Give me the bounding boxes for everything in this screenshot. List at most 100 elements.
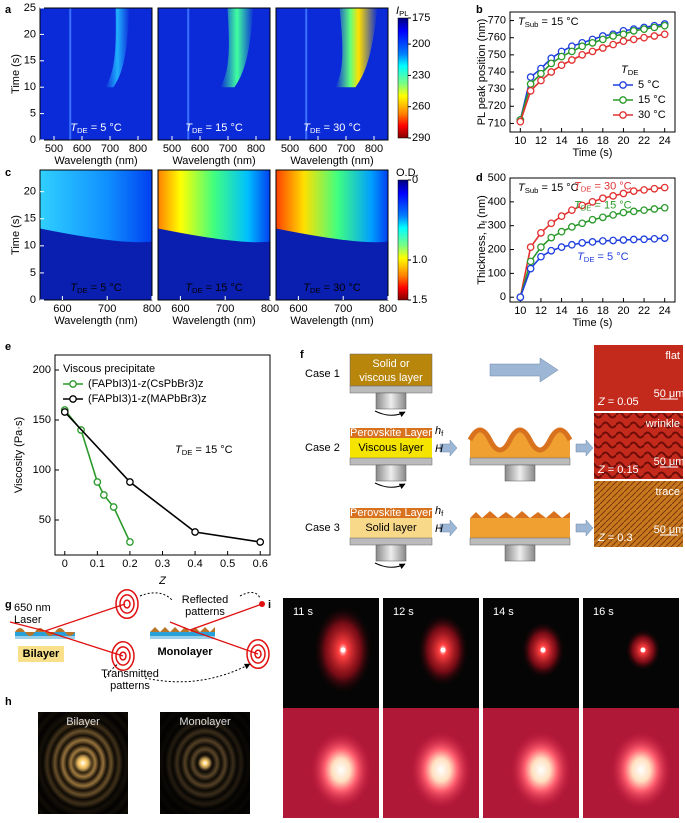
layer-label: Perovskite Layer xyxy=(350,427,432,439)
x-tick-label: 500 xyxy=(281,143,299,155)
condition-label: TDE = 5 °C xyxy=(70,282,122,295)
y-axis-label: PL peak position (nm) xyxy=(476,19,488,126)
thickness-label-part: h xyxy=(435,505,441,517)
layer-label: Solid or xyxy=(372,358,410,370)
series-label-part: DE xyxy=(581,184,592,193)
data-point xyxy=(588,47,597,56)
legend-title-part: DE xyxy=(628,68,639,77)
colorbar-tick-label: 200 xyxy=(412,38,430,50)
plot-frame xyxy=(39,7,153,141)
x-tick-label: 0.6 xyxy=(253,558,268,570)
data-point xyxy=(526,73,535,81)
ring xyxy=(119,594,135,614)
data-point xyxy=(537,243,545,252)
x-tick-label: 0.4 xyxy=(187,558,202,570)
small-arrow xyxy=(439,439,458,457)
time-label: 12 s xyxy=(393,606,414,618)
data-point xyxy=(629,27,638,35)
case-label: Case 2 xyxy=(305,442,340,454)
series-label-part: DE xyxy=(581,203,592,212)
condition-label-part: T xyxy=(303,282,311,294)
data-point xyxy=(526,264,535,273)
condition-label-part: DE xyxy=(77,126,88,135)
x-tick-label: 24 xyxy=(659,135,671,147)
pl-band xyxy=(335,8,378,88)
scale-label: 50 μm xyxy=(654,456,685,468)
data-point xyxy=(609,40,617,49)
transmitted-glow xyxy=(611,732,671,808)
series-label-part: = 30 °C xyxy=(591,180,631,192)
y-tick-label: 200 xyxy=(488,243,506,255)
data-point xyxy=(516,117,525,126)
reflected-label: Reflected xyxy=(182,594,228,606)
data-point xyxy=(526,243,535,252)
data-point xyxy=(126,538,134,546)
y-tick-label: 300 xyxy=(488,220,506,232)
y-tick-label: 720 xyxy=(488,100,506,112)
condition-label: TDE = 30 °C xyxy=(303,122,361,135)
legend-marker xyxy=(619,81,627,89)
series-label-part: T xyxy=(577,251,585,263)
series-label-part: T xyxy=(574,199,582,211)
data-point xyxy=(660,183,669,192)
case-label: Case 3 xyxy=(305,522,340,534)
data-point xyxy=(516,293,525,302)
data-point xyxy=(598,237,607,245)
x-tick-label: 0.3 xyxy=(155,558,170,570)
data-point xyxy=(557,227,566,236)
annotation-part: = 15 °C xyxy=(538,16,578,28)
data-point xyxy=(640,235,648,244)
legend-marker xyxy=(619,96,627,104)
y-axis-label-part: Thickness, h xyxy=(476,223,488,285)
data-point xyxy=(526,87,535,95)
x-axis-label: Wavelength (nm) xyxy=(54,155,137,167)
condition-label: TDE = 30 °C xyxy=(303,282,361,295)
legend-marker xyxy=(619,111,627,119)
thickness-label: hf xyxy=(435,425,444,438)
x-tick-label: 600 xyxy=(191,143,209,155)
y-tick-label: 20 xyxy=(24,28,36,40)
y-tick-label: 10 xyxy=(24,81,36,93)
series-line xyxy=(64,409,131,543)
x-axis-label: Wavelength (nm) xyxy=(290,315,373,327)
y-tick-label: 400 xyxy=(488,196,506,208)
micrograph-z: Z = 0.3 xyxy=(597,532,633,544)
data-point xyxy=(609,211,617,219)
small-arrow xyxy=(575,519,594,537)
condition-label-part: DE xyxy=(310,286,321,295)
condition-label-part: = 30 °C xyxy=(321,282,361,294)
y-axis-label: Thickness, hf (nm) xyxy=(476,195,489,285)
colorbar-tick-label: 0 xyxy=(412,174,418,186)
data-point xyxy=(109,503,118,511)
condition-label: TDE = 15 °C xyxy=(185,122,243,135)
data-point xyxy=(629,35,638,44)
perovskite-layer xyxy=(350,428,432,438)
data-point xyxy=(547,68,556,76)
micrograph-label: flat xyxy=(665,350,680,362)
x-tick-label: 700 xyxy=(101,143,119,155)
thickness-label: hf xyxy=(435,505,444,518)
y-tick-label: 5 xyxy=(30,108,36,120)
colorbar-tick-label: 1.0 xyxy=(412,254,427,266)
x-axis-label: Z xyxy=(158,575,167,587)
small-arrow xyxy=(439,519,458,537)
perovskite-layer xyxy=(350,508,432,518)
layer-label: Viscous layer xyxy=(358,442,424,454)
rough-top xyxy=(470,511,570,518)
x-tick-label: 16 xyxy=(576,135,588,147)
x-tick-label: 22 xyxy=(638,135,650,147)
center-spot xyxy=(198,756,212,770)
data-point xyxy=(598,44,607,52)
x-axis-label: Wavelength (nm) xyxy=(172,315,255,327)
micrograph xyxy=(594,481,683,547)
data-point xyxy=(100,491,108,499)
condition-label-part: DE xyxy=(310,126,321,135)
series-label-part: = 15 °C xyxy=(591,199,631,211)
series-label: TDE = 5 °C xyxy=(577,251,629,264)
ring xyxy=(115,646,131,666)
data-point xyxy=(557,61,566,69)
x-tick-label: 0 xyxy=(62,558,68,570)
substrate xyxy=(349,537,433,546)
x-tick-label: 24 xyxy=(659,305,671,317)
